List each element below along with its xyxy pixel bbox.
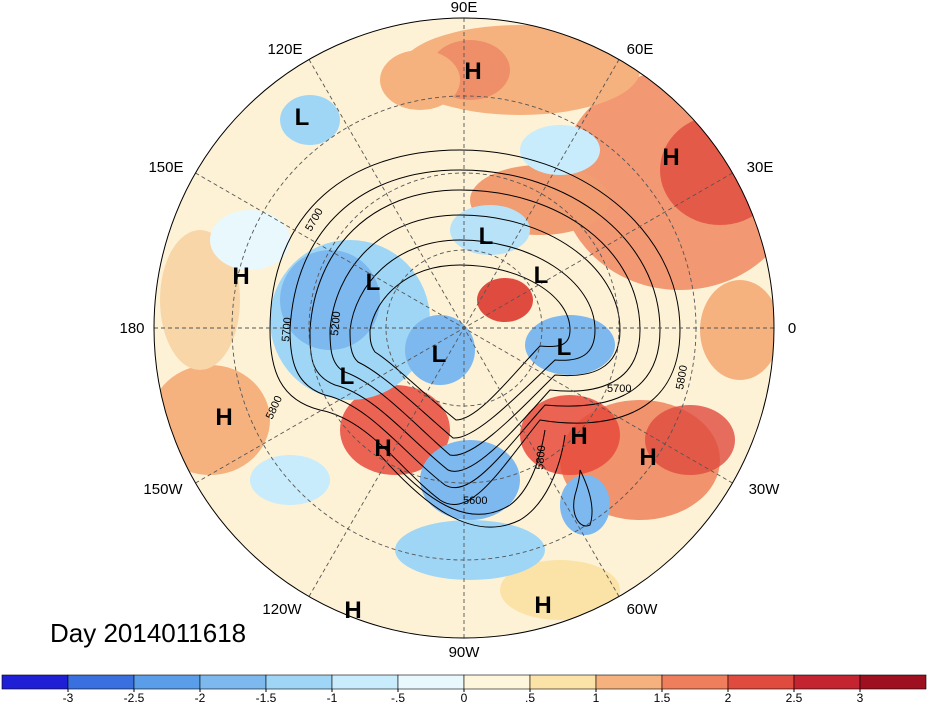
pressure-center-high: H bbox=[662, 144, 679, 171]
pressure-center-high: H bbox=[534, 592, 551, 619]
pressure-center-low: L bbox=[295, 104, 310, 131]
lon-label-120w: 120W bbox=[262, 601, 302, 618]
graticule bbox=[154, 18, 774, 638]
lon-label-180: 180 bbox=[119, 320, 144, 337]
pressure-center-high: H bbox=[570, 423, 587, 450]
colorbar-swatch bbox=[199, 674, 267, 690]
pressure-center-low: L bbox=[340, 363, 355, 390]
pressure-center-low: L bbox=[534, 262, 549, 289]
pressure-center-high: H bbox=[344, 597, 361, 624]
pressure-center-low: L bbox=[432, 341, 447, 368]
colorbar-swatch bbox=[529, 674, 597, 690]
colorbar-tick-label: -2 bbox=[195, 691, 206, 702]
colorbar-swatch bbox=[265, 674, 333, 690]
pressure-center-low: L bbox=[557, 334, 572, 361]
contour-label: 5600 bbox=[463, 495, 487, 507]
lon-label-0: 0 bbox=[788, 320, 796, 337]
colorbar-tick-label: -1.5 bbox=[256, 691, 277, 702]
lon-label-60w: 60W bbox=[627, 601, 659, 618]
colorbar-swatch bbox=[463, 674, 531, 690]
colorbar-tick-label: -2.5 bbox=[124, 691, 145, 702]
lon-label-30e: 30E bbox=[747, 159, 774, 176]
pressure-center-high: H bbox=[232, 263, 249, 290]
colorbar-swatch bbox=[793, 674, 861, 690]
contour-label: 5800 bbox=[674, 364, 690, 390]
colorbar-swatch bbox=[133, 674, 201, 690]
colorbar-swatch bbox=[595, 674, 663, 690]
lon-label-60e: 60E bbox=[627, 41, 654, 58]
contour-label: 5200 bbox=[329, 311, 343, 336]
colorbar-swatch bbox=[859, 674, 927, 690]
map-boundary bbox=[153, 17, 775, 639]
longitude-labels: 90E 60E 30E 0 30W 60W 90W 120W 150W 180 … bbox=[119, 0, 796, 661]
colorbar-swatch bbox=[67, 674, 135, 690]
pressure-center-high: H bbox=[639, 444, 656, 471]
contour-label: 5700 bbox=[607, 383, 631, 395]
colorbar-tick-label: 0 bbox=[461, 691, 468, 702]
colorbar-swatch bbox=[661, 674, 729, 690]
lon-label-90e: 90E bbox=[451, 0, 478, 16]
pressure-centers: H L H L L L L H L L H H H H H H H bbox=[215, 58, 679, 624]
colorbar-tick-label: 1 bbox=[593, 691, 600, 702]
colorbar-tick-label: 2 bbox=[725, 691, 732, 702]
colorbar-swatch bbox=[1, 674, 69, 690]
contour-label: 5800 bbox=[534, 445, 548, 470]
colorbar-swatch bbox=[331, 674, 399, 690]
colorbar-swatch bbox=[397, 674, 465, 690]
lon-label-90w: 90W bbox=[449, 644, 481, 661]
colorbar-swatch bbox=[727, 674, 795, 690]
pressure-center-low: L bbox=[366, 269, 381, 296]
date-label: Day 2014011618 bbox=[50, 618, 247, 648]
colorbar: -3 -2.5 -2 -1.5 -1 -.5 0 .5 1 1.5 2 2.5 3 bbox=[1, 674, 927, 702]
colorbar-tick-label: 2.5 bbox=[786, 691, 803, 702]
pressure-center-high: H bbox=[374, 435, 391, 462]
height-contours bbox=[269, 149, 681, 528]
lon-label-150w: 150W bbox=[143, 481, 183, 498]
pressure-center-low: L bbox=[479, 223, 494, 250]
colorbar-tick-label: -1 bbox=[327, 691, 338, 702]
lon-label-120e: 120E bbox=[267, 41, 302, 58]
colorbar-tick-label: -3 bbox=[63, 691, 74, 702]
pressure-center-high: H bbox=[464, 58, 481, 85]
lon-label-30w: 30W bbox=[749, 481, 781, 498]
colorbar-tick-label: .5 bbox=[525, 691, 535, 702]
anomaly-shading bbox=[154, 18, 774, 638]
colorbar-tick-label: 3 bbox=[857, 691, 864, 702]
contour-label: 5700 bbox=[280, 317, 294, 342]
lon-label-150e: 150E bbox=[148, 159, 183, 176]
colorbar-tick-label: -.5 bbox=[391, 691, 405, 702]
pressure-center-high: H bbox=[215, 404, 232, 431]
colorbar-tick-label: 1.5 bbox=[654, 691, 671, 702]
